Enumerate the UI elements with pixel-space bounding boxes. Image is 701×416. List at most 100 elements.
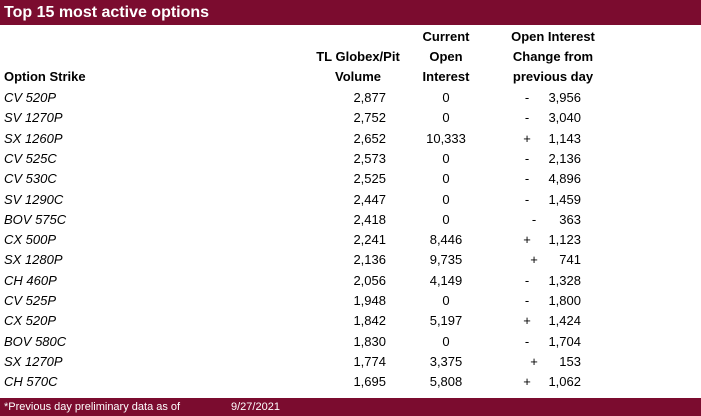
cell-change-value: 1,459 <box>548 191 581 207</box>
cell-change-sign: - <box>524 272 530 288</box>
cell-change-sign: + <box>530 252 538 268</box>
table-row: SX 1270P 1,774 3,375 +153 <box>0 352 701 372</box>
cell-volume: 1,695 <box>353 374 386 390</box>
cell-change-value: 1,424 <box>548 313 581 329</box>
cell-volume: 2,752 <box>353 110 386 126</box>
cell-change-sign: + <box>523 374 531 390</box>
footer-note: *Previous day preliminary data as of <box>4 401 181 413</box>
cell-open-interest: 5,808 <box>429 374 463 390</box>
cell-open-interest: 5,197 <box>429 313 463 329</box>
header-open-interest: Current Open Interest <box>400 27 492 87</box>
cell-option-strike: CV 525C <box>4 150 57 166</box>
cell-change-value: 1,800 <box>548 293 581 308</box>
table-row: CH 460P 2,056 4,149 - 1,328 <box>0 271 701 291</box>
header-change-line-1: Open Interest <box>511 29 595 44</box>
table-row: CV 520P 2,877 0 - 3,956 <box>0 88 701 108</box>
cell-option-strike: SV 1270P <box>4 110 63 126</box>
table-row: CV 525P 1,948 0 - 1,800 <box>0 291 701 311</box>
footer: *Previous day preliminary data as of 9/2… <box>0 398 701 416</box>
cell-volume: 1,830 <box>353 333 386 349</box>
cell-change-sign: - <box>524 110 530 126</box>
table-row: CH 570C 1,695 5,808 +1,062 <box>0 372 701 392</box>
cell-change-sign: - <box>531 211 537 227</box>
cell-change-value: 741 <box>559 252 581 268</box>
cell-volume: 2,652 <box>353 130 386 146</box>
cell-volume: 2,136 <box>353 252 386 268</box>
cell-change-sign: + <box>523 313 531 329</box>
header-volume-line-1: TL Globex/Pit <box>316 49 400 64</box>
table-row: SV 1290C 2,447 0 - 1,459 <box>0 190 701 210</box>
cell-volume: 1,774 <box>353 353 386 369</box>
header-volume: TL Globex/Pit Volume <box>300 47 416 87</box>
cell-option-strike: SV 1290C <box>4 191 64 207</box>
table-row: CX 520P 1,842 5,197 +1,424 <box>0 311 701 331</box>
cell-change-value: 1,328 <box>548 272 581 288</box>
cell-open-interest: 0 <box>442 293 450 308</box>
cell-option-strike: CV 525P <box>4 293 57 308</box>
cell-option-strike: BOV 575C <box>4 211 67 227</box>
cell-change-value: 1,062 <box>548 374 581 390</box>
cell-change-value: 1,704 <box>548 333 581 349</box>
cell-change-value: 3,956 <box>548 90 581 105</box>
footer-date: 9/27/2021 <box>231 401 280 413</box>
table-row: SX 1280P 2,136 9,735 +741 <box>0 250 701 270</box>
cell-option-strike: CH 570C <box>4 374 58 390</box>
cell-change-value: 153 <box>559 353 581 369</box>
header-strike-line: Option Strike <box>4 69 86 84</box>
table-row: SV 1270P 2,752 0 - 3,040 <box>0 108 701 128</box>
cell-open-interest: 8,446 <box>429 232 463 248</box>
cell-open-interest: 10,333 <box>426 130 466 146</box>
header-oi-change: Open Interest Change from previous day <box>490 27 616 87</box>
cell-option-strike: CV 530C <box>4 171 57 187</box>
table-row: CV 525C 2,573 0 - 2,136 <box>0 149 701 169</box>
cell-open-interest: 0 <box>442 150 450 166</box>
header-oi-line-2: Open <box>429 49 463 64</box>
cell-change-value: 1,123 <box>548 232 581 248</box>
header-change-line-2: Change from <box>512 49 594 64</box>
cell-open-interest: 0 <box>442 110 450 126</box>
cell-change-sign: - <box>524 293 530 308</box>
cell-open-interest: 4,149 <box>429 272 463 288</box>
cell-change-sign: - <box>524 90 530 105</box>
cell-open-interest: 0 <box>442 333 450 349</box>
cell-change-sign: - <box>524 333 530 349</box>
cell-open-interest: 3,375 <box>429 353 463 369</box>
cell-option-strike: CX 520P <box>4 313 57 329</box>
cell-change-value: 2,136 <box>548 150 581 166</box>
cell-change-value: 4,896 <box>548 171 581 187</box>
cell-volume: 2,525 <box>353 171 386 187</box>
cell-volume: 2,573 <box>353 150 386 166</box>
cell-open-interest: 0 <box>442 171 450 187</box>
cell-open-interest: 9,735 <box>429 252 463 268</box>
cell-volume: 2,241 <box>353 232 386 248</box>
cell-change-sign: + <box>530 353 538 369</box>
cell-option-strike: CX 500P <box>4 232 57 248</box>
header-oi-line-3: Interest <box>422 69 470 84</box>
cell-open-interest: 0 <box>442 90 450 105</box>
cell-option-strike: CH 460P <box>4 272 57 288</box>
cell-volume: 2,056 <box>353 272 386 288</box>
cell-option-strike: SX 1270P <box>4 353 63 369</box>
cell-change-sign: + <box>523 232 531 248</box>
table-row: CX 500P 2,241 8,446 +1,123 <box>0 230 701 250</box>
table-row: BOV 580C 1,830 0 - 1,704 <box>0 332 701 352</box>
table-row: SX 1260P 2,652 10,333 +1,143 <box>0 129 701 149</box>
cell-volume: 2,877 <box>353 90 386 105</box>
cell-option-strike: CV 520P <box>4 90 57 105</box>
cell-change-value: 1,143 <box>548 130 581 146</box>
cell-volume: 2,418 <box>353 211 386 227</box>
cell-option-strike: SX 1260P <box>4 130 63 146</box>
cell-change-sign: - <box>524 191 530 207</box>
cell-change-sign: + <box>523 130 531 146</box>
header-volume-line-2: Volume <box>335 69 381 84</box>
table-row: BOV 575C 2,418 0 - 363 <box>0 210 701 230</box>
header-oi-line-1: Current <box>422 29 470 44</box>
cell-open-interest: 0 <box>442 211 450 227</box>
cell-open-interest: 0 <box>442 191 450 207</box>
table-title: Top 15 most active options <box>0 0 701 25</box>
cell-option-strike: BOV 580C <box>4 333 67 349</box>
header-change-line-3: previous day <box>512 69 594 84</box>
header-option-strike: Option Strike <box>4 67 204 87</box>
cell-volume: 2,447 <box>353 191 386 207</box>
